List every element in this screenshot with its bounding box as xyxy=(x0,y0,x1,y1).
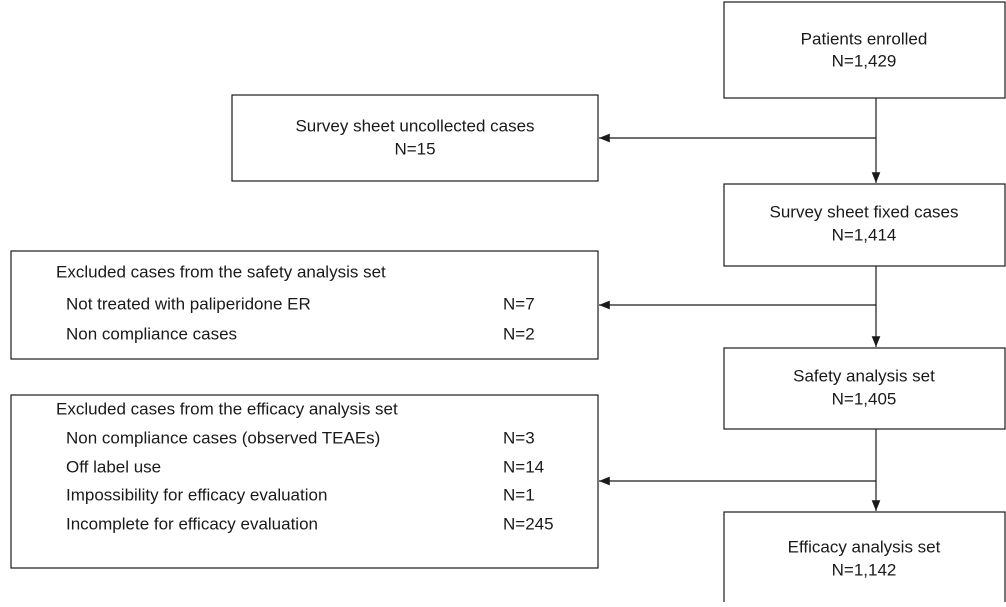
node-box xyxy=(723,183,1006,267)
exclusion-title: Excluded cases from the safety analysis … xyxy=(56,262,386,281)
node-label: Survey sheet fixed cases xyxy=(770,202,959,221)
item-count: N=7 xyxy=(503,294,535,313)
exclusion-box xyxy=(10,394,599,569)
node-box xyxy=(723,511,1006,607)
node-count: N=1,429 xyxy=(832,51,897,70)
item-count: N=1 xyxy=(503,485,535,504)
node-box xyxy=(723,1,1006,99)
item-count: N=3 xyxy=(503,428,535,447)
node-label: Safety analysis set xyxy=(793,366,935,385)
node-count: N=1,142 xyxy=(832,560,897,579)
node-count: N=1,405 xyxy=(832,389,897,408)
item-count: N=245 xyxy=(503,514,554,533)
exclusion-box xyxy=(231,94,599,182)
item-label: Impossibility for efficacy evaluation xyxy=(66,485,327,504)
item-label: Non compliance cases xyxy=(66,324,237,343)
item-label: Non compliance cases (observed TEAEs) xyxy=(66,428,380,447)
item-count: N=14 xyxy=(503,457,544,476)
exclusion-count: N=15 xyxy=(394,139,435,158)
node-count: N=1,414 xyxy=(832,225,897,244)
exclusion-title: Excluded cases from the efficacy analysi… xyxy=(56,399,398,418)
exclusion-box xyxy=(10,250,599,360)
item-label: Not treated with paliperidone ER xyxy=(66,294,311,313)
exclusion-label: Survey sheet uncollected cases xyxy=(295,116,534,135)
node-label: Patients enrolled xyxy=(801,29,928,48)
node-label: Efficacy analysis set xyxy=(788,537,941,556)
item-label: Incomplete for efficacy evaluation xyxy=(66,514,318,533)
node-box xyxy=(723,347,1006,430)
item-label: Off label use xyxy=(66,457,161,476)
item-count: N=2 xyxy=(503,324,535,343)
